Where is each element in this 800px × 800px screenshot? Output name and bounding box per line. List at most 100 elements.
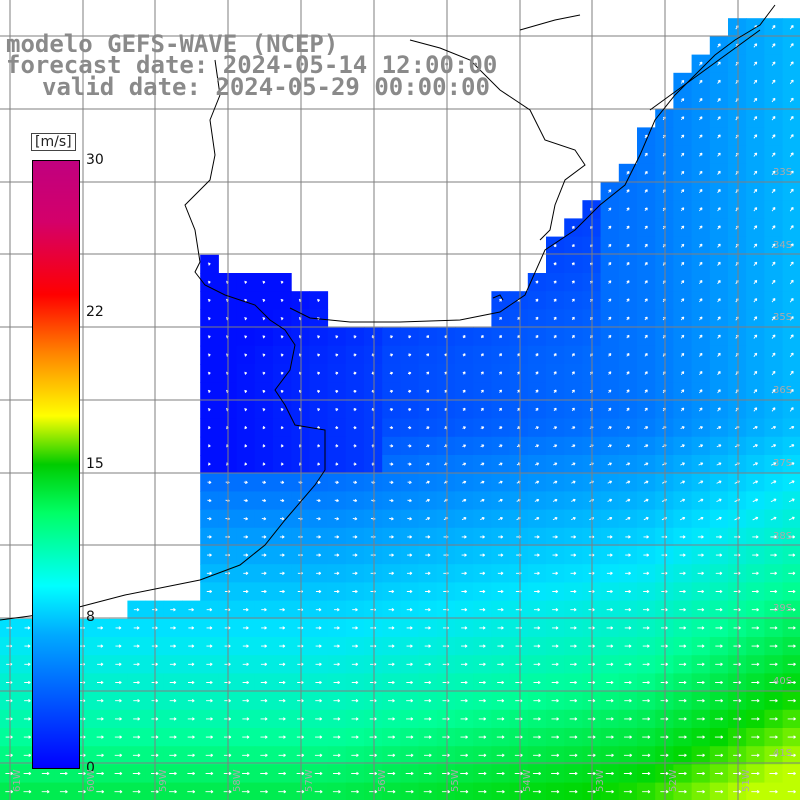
wind-arrow xyxy=(661,626,668,630)
wind-arrow xyxy=(551,717,559,721)
wind-arrow xyxy=(114,717,122,721)
wind-arrow xyxy=(388,571,395,575)
wind-arrow xyxy=(425,462,430,466)
wind-arrow xyxy=(261,644,268,648)
wind-arrow xyxy=(753,389,758,394)
wind-arrow xyxy=(242,735,250,739)
wind-arrow xyxy=(351,680,359,685)
wind-arrow xyxy=(680,152,685,157)
wind-arrow xyxy=(717,97,721,103)
wind-arrow xyxy=(261,535,267,539)
wind-arrow xyxy=(698,444,704,448)
wind-arrow xyxy=(624,608,632,612)
wind-arrow xyxy=(279,608,285,612)
wind-arrow xyxy=(333,699,341,703)
wind-arrow xyxy=(699,407,703,412)
wind-arrow xyxy=(771,188,776,194)
wind-arrow xyxy=(262,444,266,448)
wind-arrow xyxy=(626,389,630,394)
wind-arrow xyxy=(280,353,284,357)
wind-arrow xyxy=(334,480,339,484)
wind-arrow xyxy=(280,444,284,448)
lat-label: 38S xyxy=(773,531,793,542)
wind-arrow xyxy=(333,753,341,757)
wind-arrow xyxy=(133,735,141,739)
wind-arrow xyxy=(353,444,357,448)
wind-arrow xyxy=(770,516,777,521)
wind-arrow xyxy=(533,608,541,612)
wind-arrow xyxy=(405,790,414,794)
wind-arrow xyxy=(606,626,614,630)
wind-arrow xyxy=(278,717,286,721)
wind-arrow xyxy=(715,553,723,557)
wind-arrow xyxy=(699,98,703,103)
wind-arrow xyxy=(297,680,304,685)
wind-arrow xyxy=(262,425,266,430)
wind-arrow xyxy=(679,553,686,557)
wind-arrow xyxy=(716,426,722,430)
wind-arrow xyxy=(680,389,685,394)
wind-arrow xyxy=(771,79,776,85)
wind-arrow xyxy=(570,589,577,594)
wind-arrow xyxy=(771,134,776,139)
wind-arrow xyxy=(261,553,267,557)
wind-arrow xyxy=(680,334,685,339)
wind-arrow xyxy=(405,753,414,757)
wind-arrow xyxy=(279,571,285,575)
wind-arrow xyxy=(771,225,776,230)
wind-arrow xyxy=(733,680,742,685)
wind-arrow xyxy=(680,444,685,448)
wind-arrow xyxy=(751,699,760,703)
wind-arrow xyxy=(717,370,721,376)
wind-arrow xyxy=(644,261,648,266)
wind-arrow xyxy=(714,790,724,794)
lon-label: 52W xyxy=(668,769,679,792)
wind-arrow xyxy=(788,498,795,503)
wind-arrow xyxy=(207,389,211,394)
wind-arrow xyxy=(387,699,395,703)
wind-arrow xyxy=(570,553,577,557)
wind-arrow xyxy=(187,790,196,794)
wind-arrow xyxy=(626,316,630,321)
wind-arrow xyxy=(606,680,614,685)
wind-arrow xyxy=(553,389,557,393)
colorbar-tick-30: 30 xyxy=(86,152,104,168)
wind-arrow xyxy=(426,371,430,375)
wind-arrow xyxy=(406,626,413,630)
wind-arrow xyxy=(624,680,632,685)
wind-arrow xyxy=(733,589,741,594)
wind-arrow xyxy=(479,662,486,666)
wind-arrow xyxy=(769,735,778,739)
wind-arrow xyxy=(535,280,539,284)
wind-arrow xyxy=(697,608,705,612)
wind-arrow xyxy=(514,735,523,739)
wind-arrow xyxy=(115,644,122,648)
wind-arrow xyxy=(335,444,339,448)
wind-arrow xyxy=(608,407,612,412)
wind-arrow xyxy=(480,498,485,502)
wind-arrow xyxy=(625,462,631,466)
wind-arrow xyxy=(714,717,724,721)
wind-arrow xyxy=(352,535,358,539)
wind-arrow xyxy=(533,699,541,703)
wind-arrow xyxy=(753,134,758,139)
wind-arrow xyxy=(280,389,284,394)
wind-arrow xyxy=(498,444,503,448)
wind-arrow xyxy=(351,790,359,794)
wind-arrow xyxy=(571,389,575,393)
wind-arrow xyxy=(569,680,577,685)
wind-arrow xyxy=(643,498,649,502)
wind-arrow xyxy=(788,589,796,594)
wind-arrow xyxy=(534,480,540,484)
wind-arrow xyxy=(788,516,795,521)
wind-arrow xyxy=(426,335,430,339)
wind-arrow xyxy=(753,279,758,285)
wind-arrow xyxy=(207,298,211,303)
wind-arrow xyxy=(770,571,778,575)
wind-arrow xyxy=(133,644,140,648)
wind-arrow xyxy=(187,753,195,757)
wind-arrow xyxy=(787,680,796,685)
wind-arrow xyxy=(751,753,760,757)
wind-arrow xyxy=(387,790,396,794)
wind-arrow xyxy=(608,243,612,248)
